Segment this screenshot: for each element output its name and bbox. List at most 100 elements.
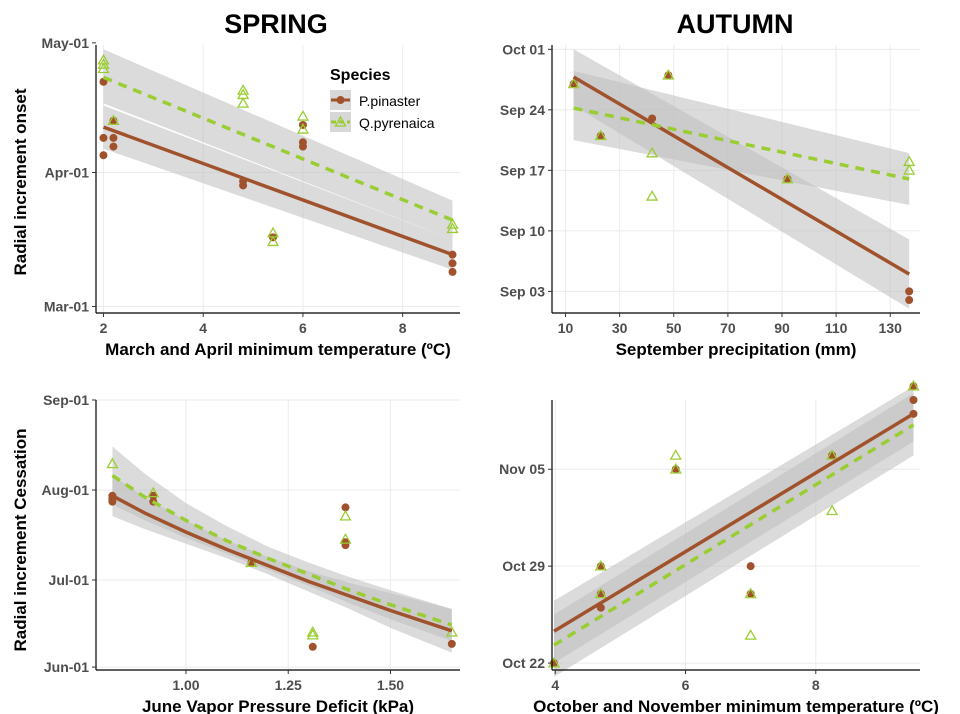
x-tick-label: 4 xyxy=(199,320,207,336)
y-tick-label: Sep 24 xyxy=(500,102,545,118)
data-point-pyrenaica xyxy=(781,172,794,184)
data-point-pyrenaica xyxy=(744,629,757,640)
x-tick-label: 1.00 xyxy=(172,677,199,693)
x-tick-label: 30 xyxy=(612,320,628,336)
data-point-pyrenaica xyxy=(825,504,839,516)
data-point-pinaster xyxy=(99,133,108,142)
legend-label-pinaster: P.pinaster xyxy=(359,93,421,109)
panel-autumn-onset: 10 30 50 70 90 110 130 Sep 03 Sep 10 Sep 17 Sep 24… xyxy=(500,41,920,359)
data-point-pinaster xyxy=(909,396,918,404)
fit-line-pinaster xyxy=(553,412,915,633)
data-point-pyrenaica xyxy=(446,218,459,229)
data-point-pinaster xyxy=(308,642,317,651)
data-point-pyrenaica xyxy=(669,449,682,460)
data-point-pinaster xyxy=(99,151,108,160)
y-tick-label: Sep 10 xyxy=(500,223,545,239)
data-point-pinaster xyxy=(109,133,118,142)
y-tick-label: Mar-01 xyxy=(44,299,89,315)
x-axis-title: October and November minimum temperature… xyxy=(533,697,939,714)
data-point-pyrenaica xyxy=(147,486,160,498)
data-point-pyrenaica xyxy=(594,129,607,141)
data-point-pyrenaica xyxy=(106,457,119,469)
data-point-pyrenaica xyxy=(446,222,459,234)
y-tick-label: Oct 01 xyxy=(502,41,545,57)
data-point-pyrenaica xyxy=(594,587,607,599)
x-axis-title: March and April minimum temperature (ºC) xyxy=(105,340,451,359)
data-point-pinaster xyxy=(341,541,350,550)
fit-line-pyrenaica xyxy=(553,423,915,647)
data-point-pyrenaica xyxy=(645,146,659,158)
data-point-pyrenaica xyxy=(662,68,675,80)
data-point-pinaster xyxy=(109,142,118,151)
x-tick-label: 8 xyxy=(812,677,820,693)
confidence-band-pyrenaica xyxy=(112,446,452,641)
panel-spring-cessation: 1.00 1.25 1.50 Jun-01 Jul-01 Aug-01 Sep-01 June… xyxy=(42,392,460,714)
bottom-row-y-label: Radial increment Cessation xyxy=(11,429,30,652)
data-point-pinaster xyxy=(298,138,307,147)
data-point-pyrenaica xyxy=(645,189,659,201)
fit-line-pinaster xyxy=(111,494,453,633)
fit-line-pyrenaica xyxy=(111,474,453,627)
data-point-pyrenaica xyxy=(296,110,310,121)
panel-autumn-cessation: 4 6 8 Oct 22 Oct 29 Nov 05 October and Novembe… xyxy=(499,379,939,714)
x-tick-label: 1.50 xyxy=(377,677,404,693)
data-point-pyrenaica xyxy=(669,462,682,474)
data-point-pyrenaica xyxy=(907,379,920,391)
data-point-pyrenaica xyxy=(236,84,250,95)
legend: Species P.pinaster Q.pyrenaica xyxy=(330,67,435,132)
confidence-band-pinaster xyxy=(103,105,453,270)
x-tick-label: 6 xyxy=(299,320,307,336)
data-point-pyrenaica xyxy=(594,559,607,571)
data-point-pyrenaica xyxy=(97,62,110,74)
data-point-pinaster xyxy=(448,267,457,276)
legend-key-marker xyxy=(334,115,347,127)
x-tick-label: 70 xyxy=(720,320,736,336)
data-point-pinaster xyxy=(447,639,456,648)
x-tick-label: 2 xyxy=(100,320,108,336)
data-point-pinaster xyxy=(746,562,755,571)
panel-spring-onset: 2 4 6 8 Mar-01 Apr-01 May-01 March and April mi… xyxy=(42,35,460,359)
y-tick-label: Jul-01 xyxy=(49,572,90,588)
confidence-band-pyrenaica xyxy=(573,70,910,205)
data-point-pyrenaica xyxy=(296,122,310,134)
data-point-pinaster xyxy=(108,497,117,506)
x-tick-label: 1.25 xyxy=(275,677,302,693)
data-point-pyrenaica xyxy=(567,77,580,89)
legend-label-pyrenaica: Q.pyrenaica xyxy=(359,115,435,131)
legend-title: Species xyxy=(330,67,391,84)
y-tick-label: Aug-01 xyxy=(42,482,90,498)
data-point-pyrenaica xyxy=(306,625,319,637)
y-tick-label: May-01 xyxy=(42,35,90,51)
y-tick-label: Jun-01 xyxy=(44,659,89,675)
data-point-pyrenaica xyxy=(339,509,352,521)
data-point-pinaster xyxy=(341,503,350,512)
data-point-pyrenaica xyxy=(903,164,916,175)
fit-line-pinaster xyxy=(102,125,454,257)
data-point-pyrenaica xyxy=(245,556,258,567)
data-point-pinaster xyxy=(905,296,914,305)
data-point-pinaster xyxy=(149,491,158,500)
data-point-pyrenaica xyxy=(97,58,110,69)
legend-keys xyxy=(330,90,351,132)
y-tick-label: Nov 05 xyxy=(499,461,545,477)
x-tick-label: 8 xyxy=(399,320,407,336)
legend-key-marker xyxy=(336,96,345,104)
data-point-pyrenaica xyxy=(236,97,250,108)
data-point-pyrenaica xyxy=(306,628,319,640)
x-tick-label: 50 xyxy=(666,320,682,336)
y-tick-label: Sep 03 xyxy=(500,283,545,299)
x-tick-label: 110 xyxy=(825,320,848,336)
data-point-pyrenaica xyxy=(266,235,280,247)
chart-panels: 2 4 6 8 Mar-01 Apr-01 May-01 March and April mi… xyxy=(42,35,939,714)
y-tick-label: Oct 29 xyxy=(502,558,545,574)
y-tick-label: Sep-01 xyxy=(43,392,89,408)
confidence-band-pyrenaica xyxy=(103,49,453,240)
x-tick-label: 130 xyxy=(879,320,903,336)
y-tick-label: Sep 17 xyxy=(500,162,545,178)
x-tick-label: 10 xyxy=(558,320,574,336)
data-point-pinaster xyxy=(448,259,457,268)
data-point-pyrenaica xyxy=(825,449,839,460)
x-axis-title: September precipitation (mm) xyxy=(616,340,857,359)
data-point-pyrenaica xyxy=(339,533,352,544)
